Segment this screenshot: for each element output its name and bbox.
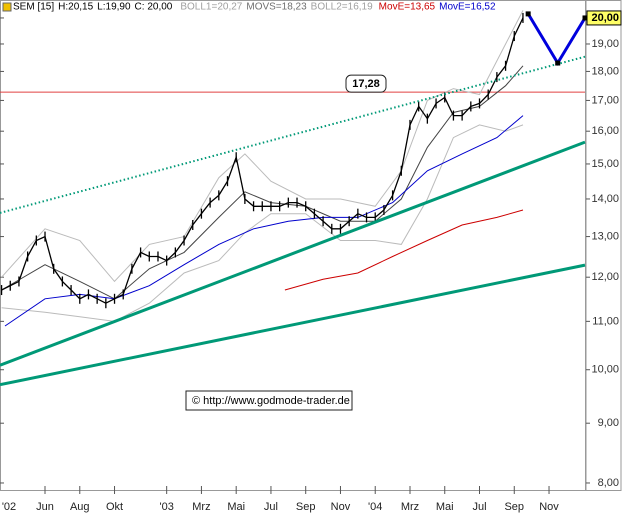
copyright-box [185, 390, 353, 411]
y-tick-label: 11,00 [592, 315, 619, 327]
header: SEM [15] H:20,15 L:19,90 C: 20,00 BOLL1=20,2… [1, 1, 581, 13]
x-tick-label: Mrz [192, 501, 210, 513]
header-item: SEM [15] [13, 2, 54, 13]
header-icon [2, 2, 12, 12]
level-label-box [345, 74, 387, 93]
last-price-box [586, 10, 622, 26]
header-item: BOLL2=16,19 [311, 2, 373, 13]
series-line [0, 263, 586, 387]
x-tick-label: Mrz [401, 501, 419, 513]
y-tick-label: 17,00 [591, 94, 619, 106]
last-price-label: 20,00 [591, 12, 619, 24]
x-tick-label: Sep [504, 501, 524, 513]
y-tick-label: 8,00 [598, 477, 619, 489]
header-item: L:19,90 [97, 2, 131, 13]
projection-point [555, 60, 561, 66]
y-tick-label: 14,00 [591, 193, 619, 205]
x-tick-label: '04 [368, 501, 382, 513]
level-label: 17,28 [352, 78, 380, 90]
y-tick-label: 15,00 [591, 158, 619, 170]
y-tick-label: 19,00 [591, 38, 619, 50]
x-tick-label: Jun [36, 501, 54, 513]
header-item: MovE=16,52 [439, 2, 496, 13]
x-tick-label: Okt [106, 501, 123, 513]
series-line [1, 10, 524, 283]
header-bg [1, 1, 581, 13]
series-line [284, 209, 524, 291]
x-tick-label: '03 [159, 501, 173, 513]
header-item: BOLL1=20,27 [180, 2, 242, 13]
x-tick-label: Nov [331, 501, 351, 513]
y-tick-label: 10,00 [591, 364, 619, 376]
x-tick-label: Nov [539, 501, 559, 513]
y-axis-area [585, 0, 622, 491]
x-tick-label: Mai [436, 501, 454, 513]
header-item: MOVS=18,23 [246, 2, 307, 13]
y-tick-label: 12,00 [591, 271, 619, 283]
x-tick-label: Sep [296, 501, 316, 513]
projection-point [525, 11, 531, 17]
y-tick-label: 16,00 [591, 125, 619, 137]
x-tick-label: '02 [2, 501, 16, 513]
x-tick-label: Jul [472, 501, 486, 513]
header-item: MovE=13,65 [379, 2, 436, 13]
y-tick-label: 9,00 [598, 417, 619, 429]
header-item: H:20,15 [58, 2, 93, 13]
x-tick-label: Aug [70, 501, 90, 513]
y-tick-label: 18,00 [591, 65, 619, 77]
series-line [0, 55, 586, 214]
plot-area [0, 0, 586, 491]
y-tick-label: 13,00 [591, 230, 619, 242]
series-line [1, 124, 524, 322]
header-item: C: 20,00 [135, 2, 173, 13]
projection-point [582, 15, 588, 21]
copyright: © http://www.godmode-trader.de [192, 395, 350, 407]
x-tick-label: Mai [227, 501, 245, 513]
x-tick-label: Jul [264, 501, 278, 513]
series-line [0, 140, 586, 367]
